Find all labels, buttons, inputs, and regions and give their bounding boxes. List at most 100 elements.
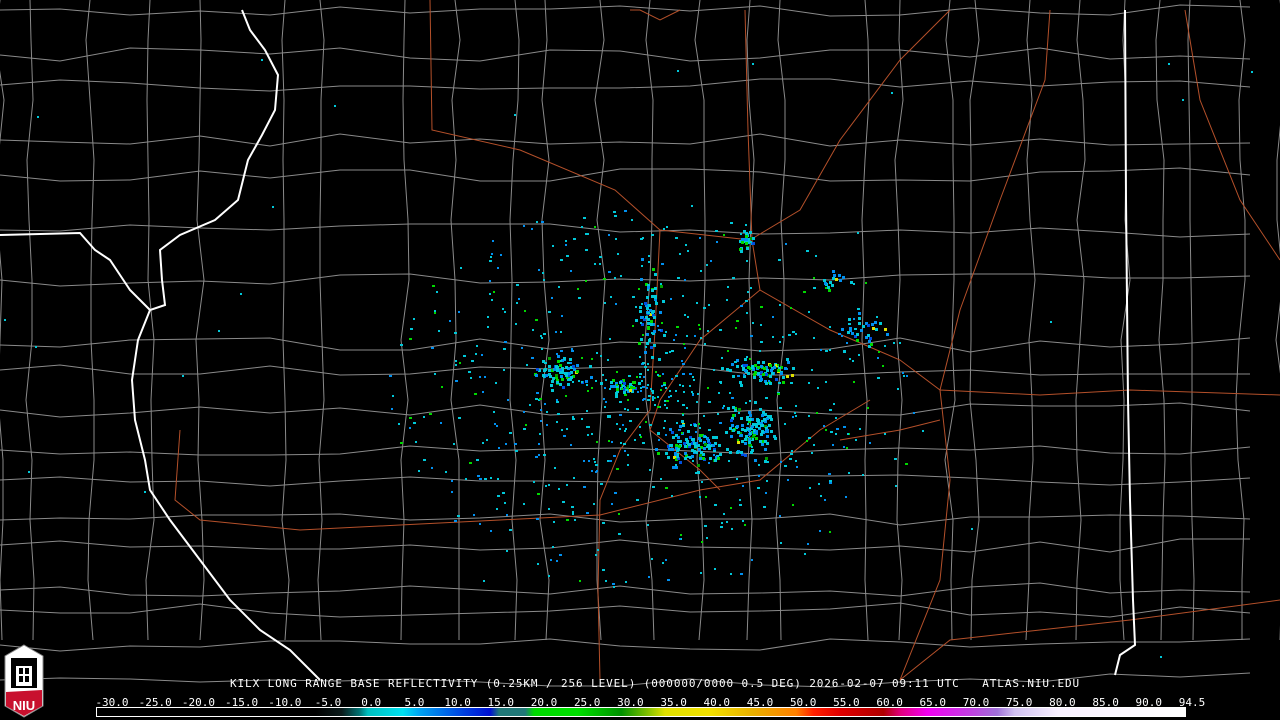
echo-pixel <box>542 272 544 274</box>
echo-pixel <box>719 453 722 456</box>
echo-pixel <box>671 378 673 380</box>
echo-pixel <box>641 316 644 318</box>
echo-pixel <box>648 261 650 263</box>
echo-pixel <box>765 397 768 399</box>
echo-pixel <box>853 381 855 383</box>
echo-pixel <box>779 341 781 343</box>
echo-pixel <box>599 256 602 258</box>
echo-pixel <box>567 383 570 386</box>
echo-pixel <box>668 448 671 451</box>
echo-pixel <box>699 427 701 429</box>
echo-pixel <box>681 420 684 423</box>
echo-pixel <box>764 460 767 463</box>
echo-pixel <box>523 428 526 430</box>
echo-pixel <box>537 563 539 565</box>
echo-pixel <box>541 337 543 339</box>
echo-pixel <box>474 393 477 395</box>
echo-pixel <box>627 399 629 401</box>
echo-pixel <box>605 401 607 403</box>
echo-pixel <box>603 278 606 280</box>
echo-pixel <box>759 350 761 352</box>
echo-pixel <box>653 344 656 347</box>
echo-pixel <box>755 425 758 428</box>
niu-logo: NIU <box>4 644 44 718</box>
echo-pixel <box>536 518 539 520</box>
echo-pixel <box>432 285 435 287</box>
echo-pixel <box>747 291 749 293</box>
echo-pixel <box>665 387 667 389</box>
echo-pixel <box>583 217 586 219</box>
echo-pixel <box>455 360 457 362</box>
echo-pixel <box>657 452 660 455</box>
echo-pixel <box>718 444 721 447</box>
echo-pixel <box>544 403 546 405</box>
echo-pixel <box>723 405 725 407</box>
echo-pixel <box>543 333 546 335</box>
echo-pixel <box>616 423 618 425</box>
echo-pixel <box>669 428 672 431</box>
echo-pixel <box>694 424 697 427</box>
county-line <box>0 402 1251 418</box>
echo-pixel <box>648 304 651 307</box>
echo-pixel <box>666 226 668 228</box>
echo-pixel <box>703 447 706 450</box>
echo-pixel <box>675 375 678 377</box>
echo-pixel <box>665 559 667 561</box>
echo-pixel <box>719 329 722 331</box>
echo-pixel <box>902 372 904 374</box>
echo-pixel <box>897 388 899 390</box>
echo-pixel <box>518 298 520 300</box>
echo-pixel <box>651 558 653 560</box>
echo-pixel <box>835 278 838 281</box>
echo-pixel <box>623 382 626 385</box>
echo-pixel <box>742 520 744 522</box>
echo-pixel <box>848 318 851 321</box>
echo-pixel <box>516 302 518 304</box>
echo-pixel <box>753 373 756 376</box>
echo-pixel <box>623 388 626 391</box>
echo-pixel <box>644 351 647 354</box>
echo-pixel <box>758 427 760 429</box>
echo-pixel <box>751 559 753 561</box>
echo-pixel <box>682 373 685 375</box>
echo-pixel <box>714 568 716 570</box>
echo-pixel <box>504 341 507 343</box>
echo-pixel <box>543 279 545 281</box>
county-line <box>594 0 606 641</box>
echo-pixel <box>791 374 794 377</box>
echo-pixel <box>566 484 568 486</box>
colorbar-label: -15.0 <box>225 696 259 709</box>
echo-pixel <box>744 442 747 445</box>
echo-pixel <box>502 492 505 494</box>
echo-pixel <box>767 374 770 377</box>
echo-pixel <box>438 330 440 332</box>
echo-pixel <box>652 392 654 394</box>
echo-pixel <box>614 215 617 217</box>
echo-pixel <box>709 444 712 447</box>
echo-pixel <box>747 238 750 241</box>
echo-pixel <box>484 478 487 480</box>
echo-pixel <box>502 308 504 310</box>
echo-pixel <box>647 369 649 371</box>
echo-pixel <box>795 460 797 462</box>
echo-pixel <box>749 400 751 402</box>
echo-pixel <box>653 397 655 399</box>
county-line <box>746 0 755 641</box>
echo-pixel <box>509 529 512 531</box>
echo-pixel <box>555 376 558 379</box>
echo-pixel <box>648 395 651 397</box>
echo-pixel <box>614 492 617 494</box>
echo-pixel <box>625 389 628 391</box>
echo-pixel <box>736 478 738 480</box>
echo-pixel <box>615 395 618 398</box>
echo-pixel <box>619 414 622 416</box>
echo-pixel <box>334 105 336 107</box>
echo-pixel <box>570 371 573 374</box>
echo-pixel <box>607 415 609 417</box>
echo-pixel <box>579 580 581 582</box>
echo-pixel <box>491 253 493 255</box>
echo-pixel <box>872 327 875 330</box>
echo-pixel <box>660 389 662 391</box>
echo-pixel <box>727 407 730 410</box>
county-line <box>0 474 1251 487</box>
